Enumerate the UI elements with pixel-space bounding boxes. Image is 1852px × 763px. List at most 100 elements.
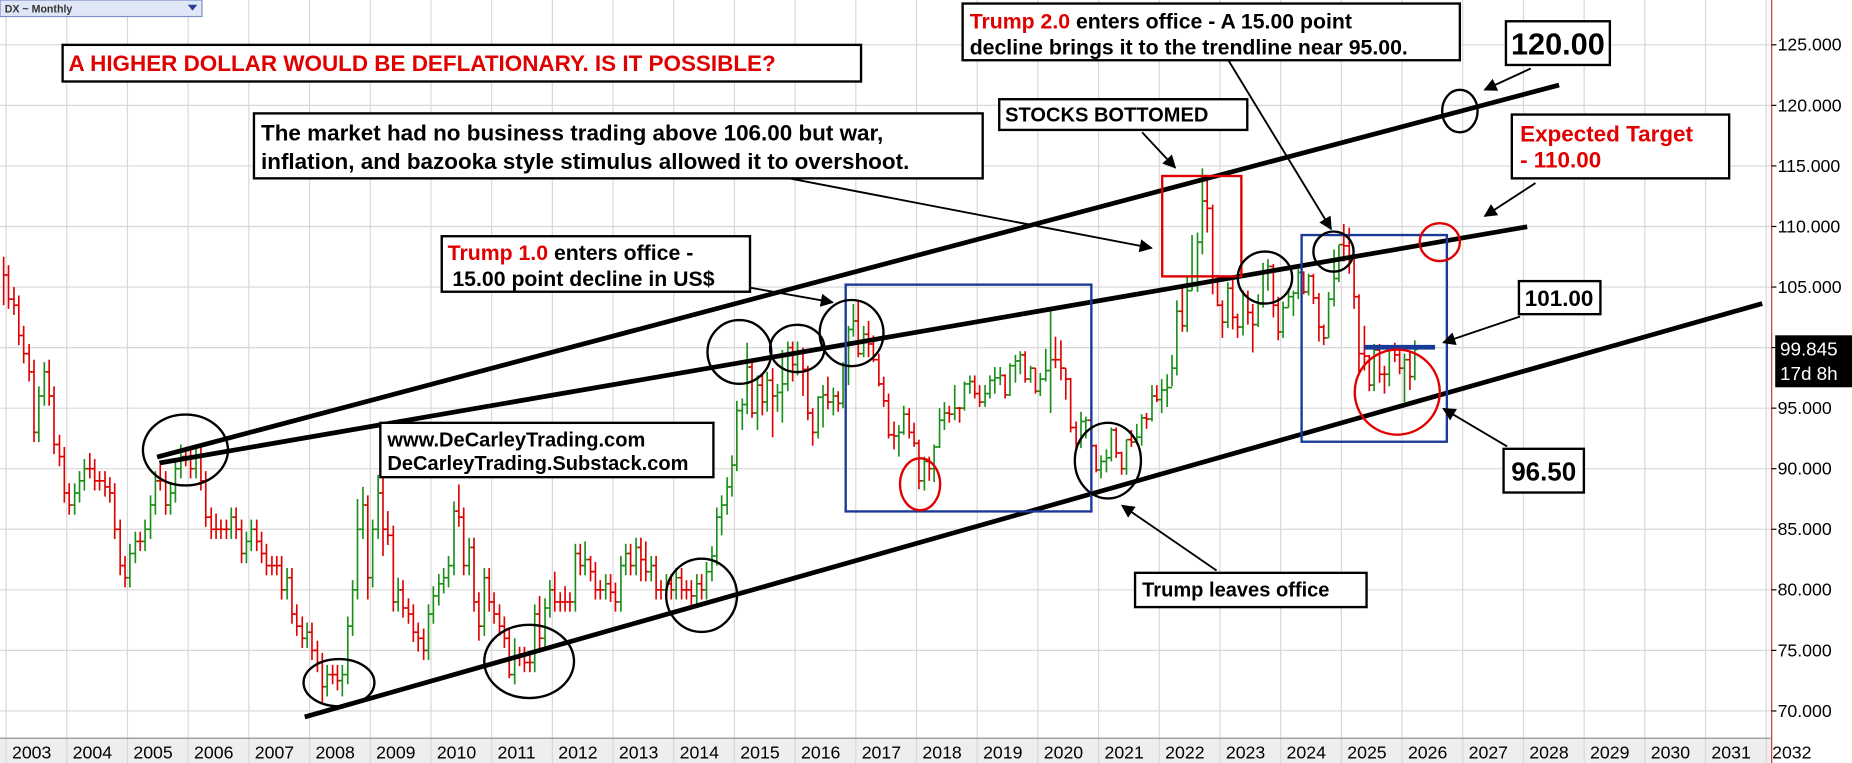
- circle: [483, 623, 576, 700]
- price-bar: [627, 543, 634, 576]
- x-tick-label: 2017: [862, 742, 901, 762]
- circle: [1440, 88, 1479, 134]
- price-bar: [5, 265, 12, 309]
- price-bar: [445, 555, 452, 588]
- y-tick-label: 80.000: [1778, 580, 1832, 600]
- x-tick-label: 2004: [73, 742, 113, 762]
- price-bar: [915, 439, 922, 490]
- price-bar: [1310, 273, 1317, 304]
- x-tick-label: 2027: [1469, 742, 1508, 762]
- level-box: [1517, 279, 1602, 316]
- x-axis-band: [0, 738, 1772, 763]
- price-bar: [1340, 224, 1347, 262]
- circle: [1073, 421, 1143, 500]
- x-tick-label: 2009: [376, 742, 415, 762]
- annotation-box: [998, 98, 1249, 132]
- price-bar: [1204, 179, 1211, 233]
- x-tick-label: 2012: [558, 742, 597, 762]
- x-tick-label: 2016: [801, 742, 841, 762]
- price-bar: [1280, 301, 1287, 338]
- x-tick-label: 2028: [1529, 742, 1569, 762]
- price-bar: [582, 541, 589, 576]
- circle: [1236, 250, 1294, 305]
- circle: [141, 413, 230, 487]
- price-bar: [217, 519, 224, 539]
- y-tick-label: 105.000: [1778, 277, 1842, 297]
- y-tick-label: 115.000: [1778, 156, 1841, 176]
- price-bar: [51, 386, 57, 455]
- y-tick-label: 125.000: [1778, 35, 1842, 55]
- price-bar: [566, 592, 573, 612]
- level-label: 101.00: [1525, 286, 1594, 311]
- countdown: 17d 8h: [1780, 364, 1838, 385]
- price-bar: [1143, 413, 1150, 429]
- symbol-selector[interactable]: DX ~ Monthly: [0, 0, 203, 18]
- price-bar: [855, 301, 862, 358]
- red-circle: [898, 457, 942, 512]
- x-tick-label: 2011: [498, 742, 536, 762]
- price-bar: [673, 568, 680, 600]
- price-bar: [612, 582, 619, 612]
- arrow: [1483, 67, 1532, 91]
- x-tick-label: 2024: [1287, 742, 1327, 762]
- x-tick-label: 2020: [1044, 742, 1084, 762]
- arrow: [1141, 131, 1177, 169]
- price-bar: [35, 386, 42, 443]
- price-bar: [1113, 427, 1120, 458]
- price-bar: [1022, 351, 1029, 383]
- price-bar: [1371, 343, 1378, 392]
- price-bar: [1173, 300, 1180, 376]
- y-tick-label: 95.000: [1778, 398, 1832, 418]
- price-bar: [1356, 294, 1362, 374]
- circle: [664, 557, 739, 634]
- price-bar: [597, 580, 604, 600]
- level-label: 120.00: [1511, 26, 1605, 61]
- level-box: [1504, 20, 1612, 67]
- price-bar: [931, 444, 938, 483]
- price-bar: [1067, 377, 1074, 433]
- price-bar: [1037, 373, 1044, 397]
- x-tick-label: 2029: [1590, 742, 1629, 762]
- price-bar: [703, 561, 710, 600]
- selector-box[interactable]: [0, 0, 203, 18]
- price-bar: [1158, 379, 1165, 414]
- price-bar: [263, 543, 270, 576]
- price-bar: [430, 586, 437, 624]
- x-tick-label: 2030: [1651, 742, 1691, 762]
- price-bar: [1007, 363, 1013, 397]
- price-bar: [20, 325, 27, 364]
- annotation-text: enters office - A 15.00 point: [1070, 9, 1352, 33]
- level-label: 96.50: [1511, 457, 1576, 487]
- annotation-text: 15.00 point decline in US$: [452, 267, 714, 291]
- price-bar: [733, 400, 740, 472]
- price-bar: [991, 366, 998, 394]
- annotation: Trump leaves office: [1142, 579, 1329, 601]
- price-bar: [293, 604, 300, 636]
- price-bar: [642, 541, 649, 582]
- target-text: Expected Target: [1520, 122, 1693, 147]
- price-bar: [172, 459, 179, 503]
- annotation-text: enters office -: [548, 241, 693, 265]
- price-bar: [749, 362, 755, 418]
- price-bar: [1325, 291, 1332, 339]
- x-tick-label: 2006: [194, 742, 234, 762]
- red-circle: [1353, 348, 1441, 436]
- x-tick-label: 2007: [255, 742, 294, 762]
- annotation-text: decline brings it to the trendline near …: [970, 35, 1408, 59]
- x-tick-label: 2008: [315, 742, 355, 762]
- x-tick-label: 2005: [133, 742, 173, 762]
- annotation: STOCKS BOTTOMED: [1005, 105, 1208, 127]
- price-bar: [1234, 313, 1241, 338]
- price-bar: [1249, 303, 1256, 353]
- x-tick-label: 2014: [680, 742, 720, 762]
- red-circle: [1418, 222, 1462, 263]
- annotation: Trump 1.0 enters office -15.00 point dec…: [448, 241, 715, 291]
- annotation-box: [252, 112, 984, 180]
- x-tick-label: 2021: [1104, 742, 1143, 762]
- annotation-text: inflation, and bazooka style stimulus al…: [261, 149, 909, 174]
- symbol-label: DX ~ Monthly: [5, 3, 73, 15]
- price-bar: [1219, 300, 1226, 338]
- price-bar: [551, 571, 558, 612]
- x-tick-label: 2015: [740, 742, 780, 762]
- annotation: The market had no business trading above…: [261, 121, 909, 174]
